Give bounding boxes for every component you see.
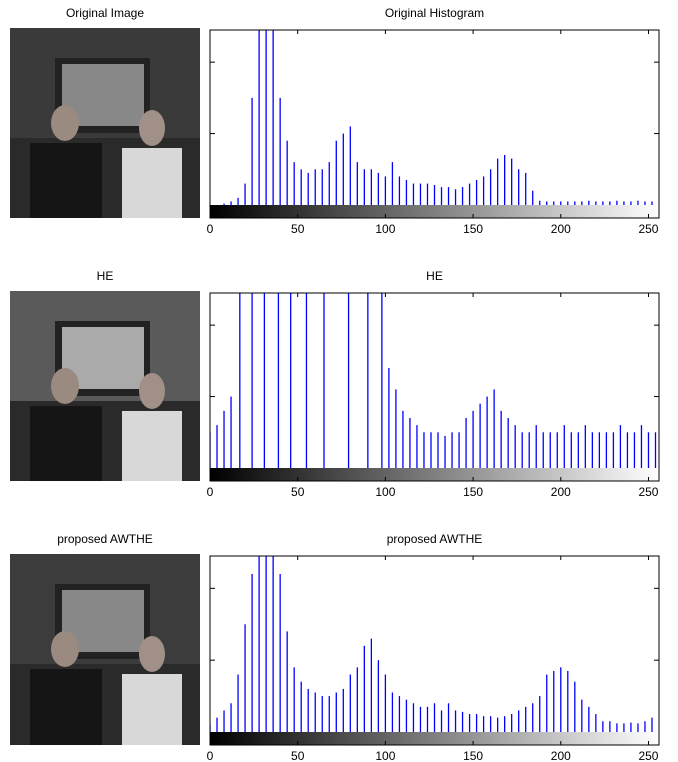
x-tick-label: 100 [375, 749, 395, 762]
x-tick-label: 200 [551, 749, 571, 762]
image-man-body [30, 143, 102, 218]
x-tick-label: 50 [291, 749, 305, 762]
gray-strip [210, 468, 659, 481]
axes-box [209, 29, 660, 219]
image-man-body [30, 669, 102, 745]
image-title: Original Image [66, 6, 144, 20]
chart-title: proposed AWTHE [387, 532, 483, 546]
bars [210, 556, 653, 732]
axes-box [209, 555, 660, 746]
x-tick-label: 50 [291, 485, 305, 499]
chart-title: HE [426, 269, 443, 283]
x-tick-label: 250 [638, 749, 658, 762]
image-woman-head [139, 636, 165, 672]
x-tick-label: 0 [207, 485, 214, 499]
bars [223, 30, 653, 205]
image-woman-body [122, 411, 182, 481]
x-tick-label: 250 [638, 222, 658, 236]
image-man-head [51, 368, 79, 404]
x-tick-label: 200 [551, 222, 571, 236]
x-tick-label: 0 [207, 222, 214, 236]
x-tick-label: 250 [638, 485, 658, 499]
x-tick-label: 100 [375, 485, 395, 499]
image-woman-head [139, 373, 165, 409]
gray-strip [210, 732, 659, 745]
gray-strip [210, 205, 659, 218]
image-title: proposed AWTHE [57, 532, 153, 546]
chart-title: Original Histogram [385, 6, 484, 20]
image-man-body [30, 406, 102, 481]
x-tick-label: 150 [463, 485, 483, 499]
image-woman-body [122, 674, 182, 745]
x-tick-label: 50 [291, 222, 305, 236]
x-tick-label: 200 [551, 485, 571, 499]
image-title: HE [97, 269, 114, 283]
image-woman-head [139, 110, 165, 146]
image-man-head [51, 105, 79, 141]
bars [210, 293, 657, 468]
plot-bg [210, 293, 659, 481]
image-woman-body [122, 148, 182, 218]
thumbnail [10, 291, 200, 481]
image-man-head [51, 631, 79, 667]
x-tick-label: 150 [463, 222, 483, 236]
x-tick-label: 150 [463, 749, 483, 762]
thumbnail [10, 28, 200, 218]
thumbnail [10, 554, 200, 745]
axes-box [209, 292, 660, 482]
x-tick-label: 0 [207, 749, 214, 762]
x-tick-label: 100 [375, 222, 395, 236]
